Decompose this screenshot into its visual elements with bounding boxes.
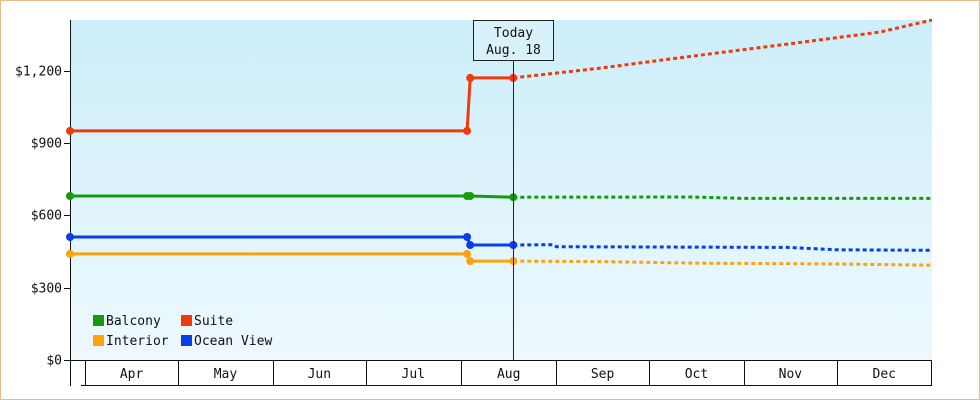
point-suite[interactable]: [463, 126, 472, 135]
y-tick-label: $900: [31, 137, 62, 152]
axes: $0 $300 $600 $900 $1,200 Apr May Jun Jul Aug Sep Oc…: [15, 20, 932, 386]
today-marker: Today Aug. 18: [473, 20, 554, 360]
legend-swatch: [93, 335, 104, 346]
x-tick-label-apr: Apr: [120, 367, 144, 382]
x-tick-label-jun: Jun: [308, 367, 331, 382]
series-suite: [66, 18, 933, 135]
legend-item-ocean-view[interactable]: Ocean View: [181, 334, 272, 349]
forecast-line-balcony: [513, 195, 932, 200]
point-suite[interactable]: [66, 126, 74, 135]
x-tick-label-may: May: [214, 367, 238, 382]
legend-item-interior[interactable]: Interior: [93, 334, 169, 349]
today-date-label: Aug. 18: [486, 43, 541, 58]
legend: Balcony Suite Interior Ocean View: [93, 314, 272, 349]
today-label: Today: [494, 26, 533, 41]
legend-item-balcony[interactable]: Balcony: [93, 314, 161, 329]
plot-area: [70, 20, 932, 360]
y-tick-label: $1,200: [15, 65, 62, 80]
x-tick-label-aug: Aug: [497, 367, 520, 382]
y-tick-label: $300: [31, 282, 62, 297]
point-interior[interactable]: [466, 257, 475, 266]
point-ocean-view[interactable]: [466, 241, 475, 249]
legend-label: Balcony: [106, 314, 161, 329]
y-tick-label: $0: [46, 354, 62, 369]
point-ocean-view[interactable]: [463, 233, 472, 241]
x-tick-label-nov: Nov: [779, 367, 803, 382]
legend-swatch: [181, 335, 192, 346]
point-suite[interactable]: [466, 73, 475, 82]
point-interior[interactable]: [66, 249, 74, 258]
legend-swatch: [181, 315, 192, 326]
forecast-line-ocean-view: [513, 243, 933, 252]
x-tick-label-dec: Dec: [873, 367, 896, 382]
point-balcony[interactable]: [466, 192, 475, 200]
point-interior[interactable]: [463, 249, 472, 258]
series-balcony: [66, 192, 932, 202]
x-tick-label-oct: Oct: [685, 367, 708, 382]
forecast-line-suite: [513, 18, 933, 80]
point-balcony[interactable]: [66, 192, 74, 200]
y-tick-label: $600: [31, 209, 62, 224]
series-line-balcony: [70, 194, 514, 199]
legend-label: Ocean View: [194, 334, 272, 349]
legend-label: Suite: [194, 314, 233, 329]
series-ocean-view: [66, 233, 933, 252]
legend-swatch: [93, 315, 104, 326]
legend-label: Interior: [106, 334, 169, 349]
series-layer: [66, 18, 933, 267]
x-tick-label-jul: Jul: [402, 367, 425, 382]
point-ocean-view[interactable]: [66, 233, 74, 241]
forecast-line-interior: [513, 259, 933, 267]
series-line-suite: [70, 76, 514, 133]
today-box: [473, 20, 554, 61]
legend-item-suite[interactable]: Suite: [181, 314, 233, 329]
x-tick-label-sep: Sep: [591, 367, 615, 382]
series-line-ocean-view: [70, 235, 514, 247]
